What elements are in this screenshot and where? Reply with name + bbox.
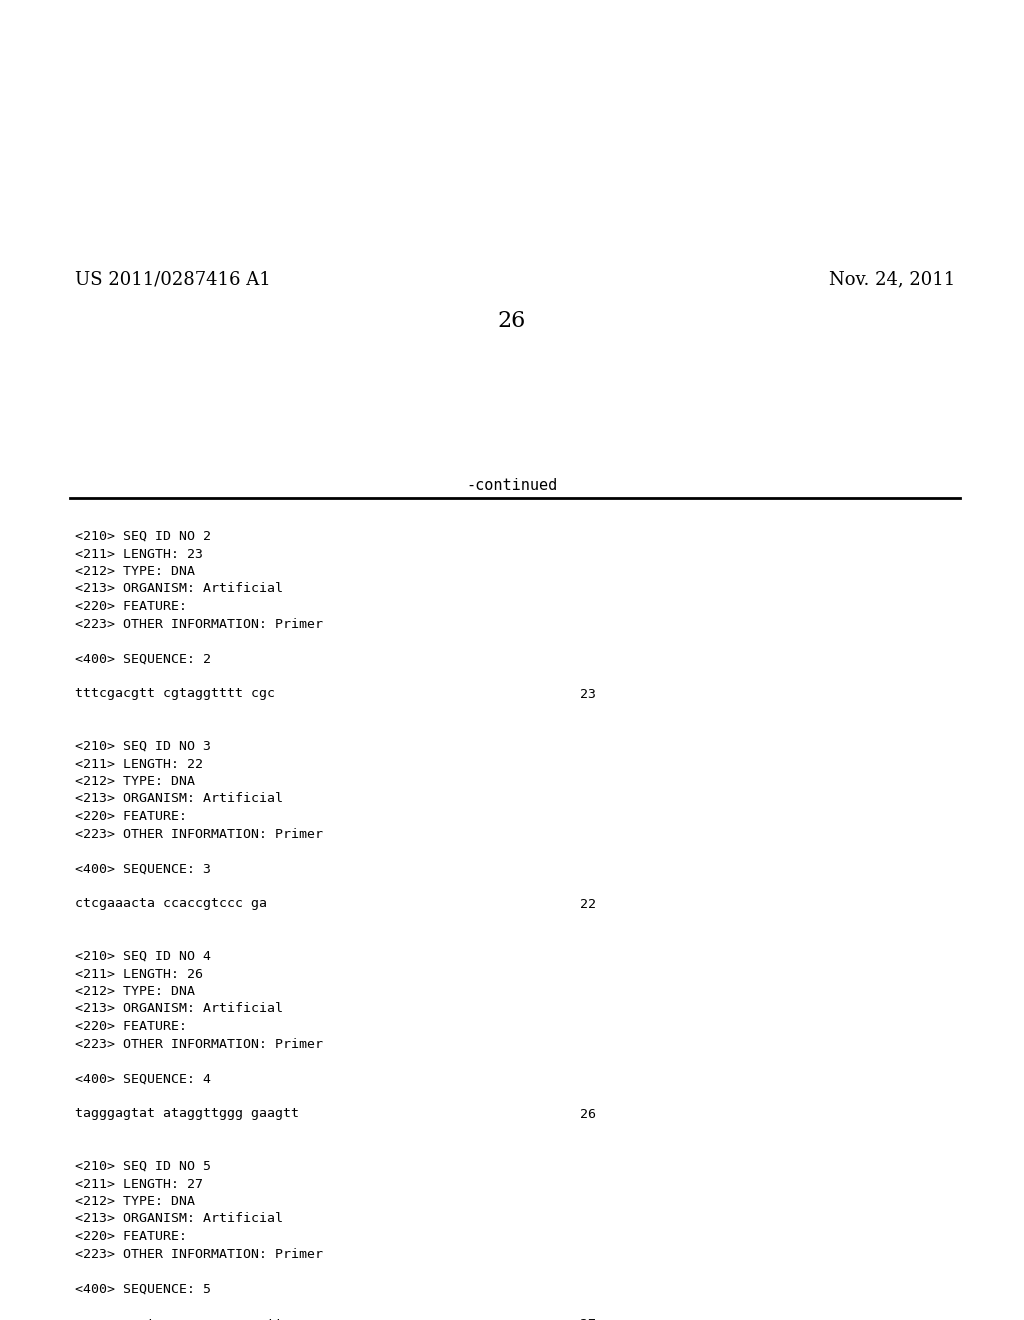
Text: tagggagtat ataggttggg gaagtt: tagggagtat ataggttggg gaagtt — [75, 1107, 299, 1121]
Text: <400> SEQUENCE: 3: <400> SEQUENCE: 3 — [75, 862, 211, 875]
Text: <213> ORGANISM: Artificial: <213> ORGANISM: Artificial — [75, 792, 283, 805]
Text: ctcgaaacta ccaccgtccc ga: ctcgaaacta ccaccgtccc ga — [75, 898, 267, 911]
Text: -continued: -continued — [466, 478, 558, 492]
Text: <400> SEQUENCE: 4: <400> SEQUENCE: 4 — [75, 1072, 211, 1085]
Text: <223> OTHER INFORMATION: Primer: <223> OTHER INFORMATION: Primer — [75, 618, 323, 631]
Text: aacacacaat aacaaacaca aattcac: aacacacaat aacaaacaca aattcac — [75, 1317, 307, 1320]
Text: <210> SEQ ID NO 5: <210> SEQ ID NO 5 — [75, 1160, 211, 1173]
Text: <220> FEATURE:: <220> FEATURE: — [75, 1020, 187, 1034]
Text: <213> ORGANISM: Artificial: <213> ORGANISM: Artificial — [75, 1002, 283, 1015]
Text: <210> SEQ ID NO 4: <210> SEQ ID NO 4 — [75, 950, 211, 964]
Text: 26: 26 — [580, 1107, 596, 1121]
Text: 23: 23 — [580, 688, 596, 701]
Text: 22: 22 — [580, 898, 596, 911]
Text: <213> ORGANISM: Artificial: <213> ORGANISM: Artificial — [75, 582, 283, 595]
Text: <223> OTHER INFORMATION: Primer: <223> OTHER INFORMATION: Primer — [75, 828, 323, 841]
Text: <220> FEATURE:: <220> FEATURE: — [75, 601, 187, 612]
Text: <211> LENGTH: 22: <211> LENGTH: 22 — [75, 758, 203, 771]
Text: <400> SEQUENCE: 2: <400> SEQUENCE: 2 — [75, 652, 211, 665]
Text: <212> TYPE: DNA: <212> TYPE: DNA — [75, 775, 195, 788]
Text: US 2011/0287416 A1: US 2011/0287416 A1 — [75, 271, 270, 288]
Text: <220> FEATURE:: <220> FEATURE: — [75, 1230, 187, 1243]
Text: <210> SEQ ID NO 2: <210> SEQ ID NO 2 — [75, 531, 211, 543]
Text: <223> OTHER INFORMATION: Primer: <223> OTHER INFORMATION: Primer — [75, 1038, 323, 1051]
Text: 27: 27 — [580, 1317, 596, 1320]
Text: <210> SEQ ID NO 3: <210> SEQ ID NO 3 — [75, 741, 211, 752]
Text: 26: 26 — [498, 310, 526, 333]
Text: Nov. 24, 2011: Nov. 24, 2011 — [828, 271, 955, 288]
Text: <212> TYPE: DNA: <212> TYPE: DNA — [75, 1195, 195, 1208]
Text: <400> SEQUENCE: 5: <400> SEQUENCE: 5 — [75, 1283, 211, 1295]
Text: <211> LENGTH: 23: <211> LENGTH: 23 — [75, 548, 203, 561]
Text: <213> ORGANISM: Artificial: <213> ORGANISM: Artificial — [75, 1213, 283, 1225]
Text: tttcgacgtt cgtaggtttt cgc: tttcgacgtt cgtaggtttt cgc — [75, 688, 275, 701]
Text: <220> FEATURE:: <220> FEATURE: — [75, 810, 187, 822]
Text: <212> TYPE: DNA: <212> TYPE: DNA — [75, 985, 195, 998]
Text: <211> LENGTH: 27: <211> LENGTH: 27 — [75, 1177, 203, 1191]
Text: <212> TYPE: DNA: <212> TYPE: DNA — [75, 565, 195, 578]
Text: <211> LENGTH: 26: <211> LENGTH: 26 — [75, 968, 203, 981]
Text: <223> OTHER INFORMATION: Primer: <223> OTHER INFORMATION: Primer — [75, 1247, 323, 1261]
